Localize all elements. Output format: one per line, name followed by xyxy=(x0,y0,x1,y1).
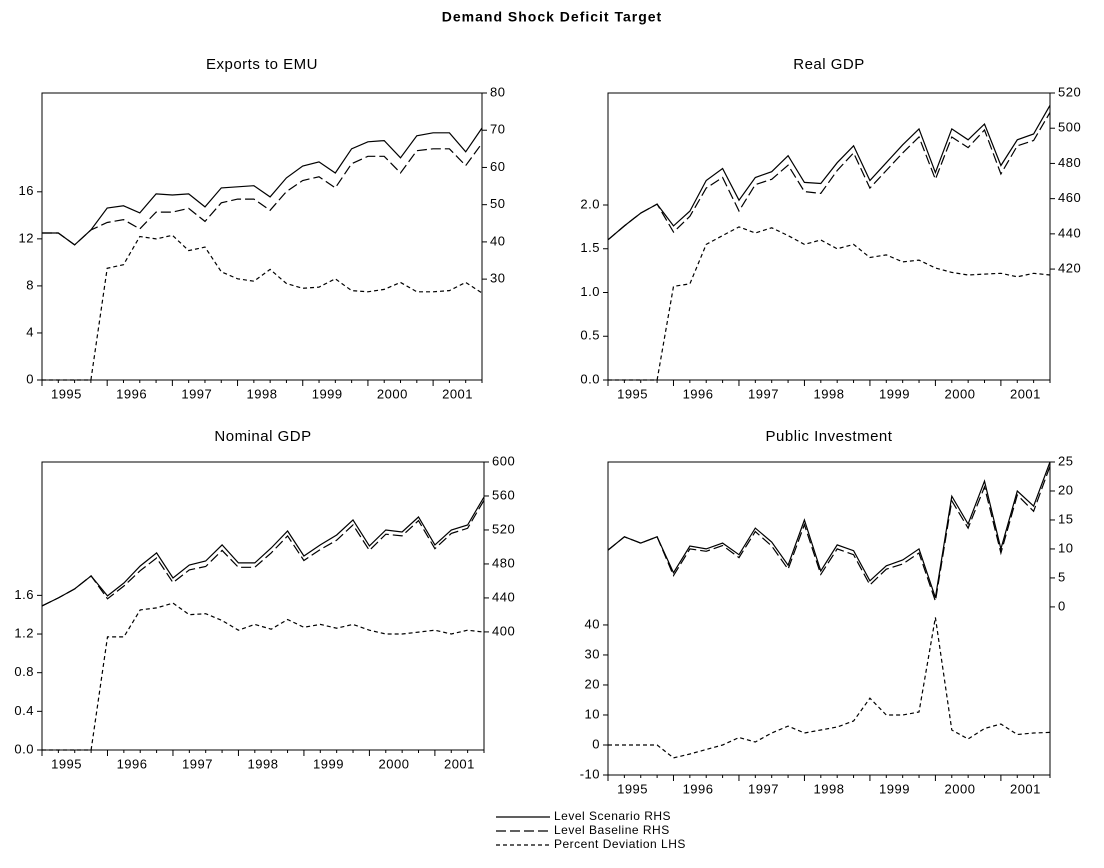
x-tick-label: 2000 xyxy=(945,386,976,401)
x-tick-label: 1995 xyxy=(617,781,648,796)
x-tick-label: 1999 xyxy=(312,386,343,401)
y-tick-label: 0.8 xyxy=(14,664,34,679)
y2-tick-label: 440 xyxy=(1058,225,1081,240)
x-tick-label: 2000 xyxy=(945,781,976,796)
y2-tick-label: 50 xyxy=(490,196,505,211)
x-tick-label: 1999 xyxy=(313,756,344,771)
y-tick-label: 8 xyxy=(26,277,34,292)
x-tick-label: 1995 xyxy=(617,386,648,401)
y-tick-label: 20 xyxy=(585,676,600,691)
series-line xyxy=(42,142,483,246)
x-tick-label: 2001 xyxy=(1010,386,1041,401)
x-tick-label: 1998 xyxy=(247,386,278,401)
x-tick-label: 1998 xyxy=(248,756,279,771)
x-tick-label: 1997 xyxy=(182,756,213,771)
series-line xyxy=(42,127,483,246)
plot-frame xyxy=(607,92,1051,381)
y-tick-label: 10 xyxy=(585,706,600,721)
y-tick-label: 16 xyxy=(19,183,34,198)
series-line xyxy=(607,461,1051,598)
y2-tick-label: 60 xyxy=(490,159,505,174)
y-tick-label: -10 xyxy=(580,766,600,781)
y-tick-label: 1.5 xyxy=(580,240,600,255)
series-line xyxy=(607,112,1051,241)
figure-title: Demand Shock Deficit Target xyxy=(442,9,662,25)
chart-title: Nominal GDP xyxy=(214,428,311,445)
y2-tick-label: 80 xyxy=(490,84,505,99)
y-tick-label: 0.0 xyxy=(14,741,34,756)
series-line xyxy=(41,496,485,607)
legend-label: Level Baseline RHS xyxy=(554,823,670,837)
x-tick-label: 1995 xyxy=(51,386,82,401)
chart-title: Exports to EMU xyxy=(206,56,318,73)
series-line xyxy=(607,465,1051,602)
y-tick-label: 0 xyxy=(592,736,600,751)
x-tick-label: 1995 xyxy=(51,756,82,771)
y-tick-label: 4 xyxy=(26,324,34,339)
y2-tick-label: 10 xyxy=(1058,540,1073,555)
y-tick-label: 12 xyxy=(19,230,34,245)
x-tick-label: 1997 xyxy=(748,386,779,401)
x-tick-label: 1996 xyxy=(683,781,714,796)
x-tick-label: 1996 xyxy=(117,756,148,771)
x-tick-label: 2001 xyxy=(1010,781,1041,796)
y2-tick-label: 70 xyxy=(490,122,505,137)
y2-tick-label: 25 xyxy=(1058,453,1073,468)
x-tick-label: 1998 xyxy=(814,386,845,401)
y2-tick-label: 520 xyxy=(492,521,515,536)
x-tick-label: 2000 xyxy=(379,756,410,771)
x-tick-label: 1996 xyxy=(683,386,714,401)
y2-tick-label: 420 xyxy=(1058,261,1081,276)
y-tick-label: 0.0 xyxy=(580,371,600,386)
x-tick-label: 1996 xyxy=(116,386,147,401)
y2-tick-label: 20 xyxy=(1058,482,1073,497)
y2-tick-label: 500 xyxy=(1058,120,1081,135)
series-line xyxy=(608,226,1051,381)
x-tick-label: 1997 xyxy=(748,781,779,796)
series-line xyxy=(41,499,485,607)
y2-tick-label: 460 xyxy=(1058,190,1081,205)
y2-tick-label: 560 xyxy=(492,487,515,502)
y2-tick-label: 40 xyxy=(490,233,505,248)
chart-title: Real GDP xyxy=(793,56,865,73)
y2-tick-label: 5 xyxy=(1058,569,1066,584)
y2-tick-label: 15 xyxy=(1058,511,1073,526)
y2-tick-label: 480 xyxy=(1058,155,1081,170)
y-tick-label: 0.5 xyxy=(580,328,600,343)
y2-tick-label: 0 xyxy=(1058,598,1066,613)
plot-frame xyxy=(41,92,483,381)
x-tick-label: 1998 xyxy=(814,781,845,796)
series-line xyxy=(608,617,1051,759)
x-tick-label: 1997 xyxy=(181,386,212,401)
y-tick-label: 2.0 xyxy=(580,196,600,211)
series-line xyxy=(607,105,1051,241)
series-line xyxy=(42,234,483,381)
y2-tick-label: 440 xyxy=(492,589,515,604)
plot-frame xyxy=(41,461,485,751)
y2-tick-label: 480 xyxy=(492,555,515,570)
plot-frame xyxy=(607,461,1051,776)
x-tick-label: 2001 xyxy=(442,386,473,401)
y2-tick-label: 520 xyxy=(1058,84,1081,99)
y2-tick-label: 400 xyxy=(492,623,515,638)
x-tick-label: 2000 xyxy=(377,386,408,401)
chart-title: Public Investment xyxy=(766,428,893,445)
y-tick-label: 1.2 xyxy=(14,625,34,640)
y-tick-label: 30 xyxy=(585,646,600,661)
x-tick-label: 2001 xyxy=(444,756,475,771)
y-tick-label: 1.6 xyxy=(14,587,34,602)
legend-label: Percent Deviation LHS xyxy=(554,837,686,851)
x-tick-label: 1999 xyxy=(879,386,910,401)
y-tick-label: 0.4 xyxy=(14,703,34,718)
x-tick-label: 1999 xyxy=(879,781,910,796)
legend-label: Level Scenario RHS xyxy=(554,809,671,823)
y-tick-label: 40 xyxy=(585,616,600,631)
y2-tick-label: 600 xyxy=(492,453,515,468)
y-tick-label: 0 xyxy=(26,371,34,386)
series-line xyxy=(42,602,485,751)
y-tick-label: 1.0 xyxy=(580,284,600,299)
y2-tick-label: 30 xyxy=(490,271,505,286)
